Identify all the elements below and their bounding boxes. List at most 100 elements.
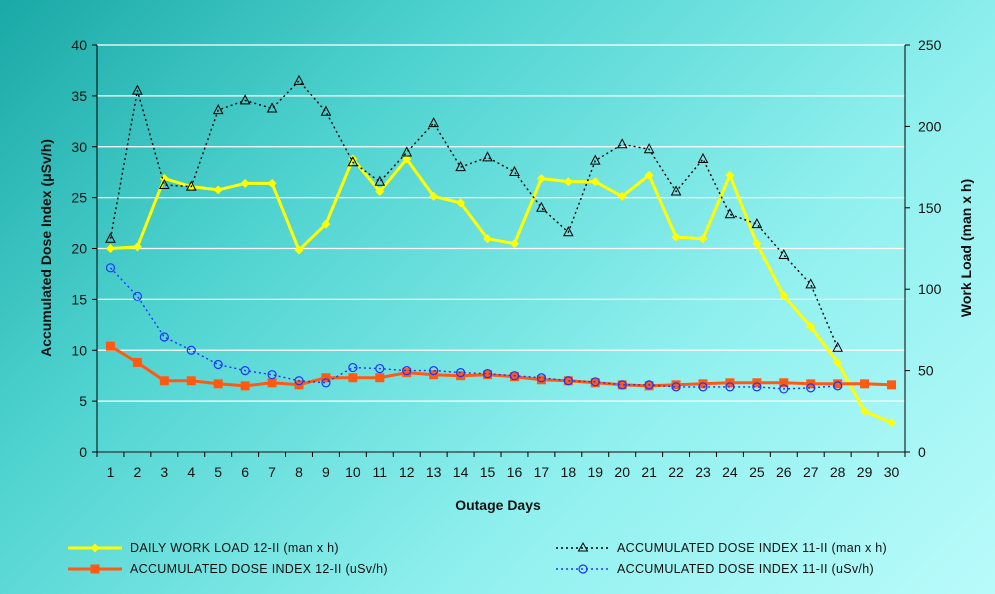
left-axis-tick-label: 25	[71, 190, 87, 206]
data-point-square	[509, 372, 519, 382]
x-axis-tick-label: 8	[295, 464, 303, 480]
series-1	[105, 154, 897, 428]
data-point-circle	[617, 380, 627, 390]
series-line	[109, 344, 892, 388]
data-point-triangle	[697, 152, 709, 163]
right-axis-title: Work Load (man x h)	[958, 179, 974, 317]
data-point-diamond	[536, 173, 546, 183]
data-point-diamond	[402, 154, 412, 164]
data-point-square	[105, 341, 115, 351]
x-axis-tick-label: 22	[668, 464, 684, 480]
left-axis-tick-label: 10	[71, 342, 87, 358]
series-layer	[105, 74, 897, 428]
left-axis-tick-label: 20	[71, 241, 87, 257]
right-axis-tick-label: 50	[918, 363, 934, 379]
data-point-circle	[806, 383, 816, 393]
x-axis-tick-label: 6	[241, 464, 249, 480]
data-point-circle	[644, 380, 654, 390]
data-point-triangle	[185, 180, 197, 191]
data-point-circle	[456, 368, 466, 378]
data-point-diamond	[860, 406, 870, 416]
left-axis-tick-label: 35	[71, 88, 87, 104]
data-point-diamond	[159, 173, 169, 183]
data-point-triangle	[428, 117, 439, 128]
data-point-square	[617, 380, 627, 390]
data-point-circle	[536, 373, 547, 383]
left-axis-tick-label: 15	[71, 291, 87, 307]
data-point-diamond	[725, 170, 735, 180]
data-point-square	[456, 371, 466, 381]
x-axis-tick-label: 14	[453, 464, 469, 480]
data-point-diamond	[833, 357, 843, 367]
series-3	[105, 74, 843, 352]
x-axis-tick-label: 12	[399, 464, 415, 480]
data-point-square	[698, 379, 708, 389]
data-point-circle	[563, 376, 573, 386]
data-point-diamond	[105, 244, 115, 253]
data-point-diamond	[644, 170, 654, 180]
data-point-square	[671, 380, 681, 390]
data-point-square	[213, 379, 223, 389]
data-point-circle	[186, 345, 196, 355]
x-axis-tick-label: 16	[507, 464, 523, 480]
right-axis-tick-label: 150	[918, 200, 942, 216]
data-point-circle	[725, 382, 735, 392]
data-point-triangle	[347, 156, 359, 167]
data-point-triangle	[509, 165, 520, 176]
data-point-square	[159, 376, 169, 386]
data-point-circle	[482, 369, 493, 379]
data-point-square	[483, 370, 493, 380]
legend-label: ACCUMULATED DOSE INDEX 11-II (man x h)	[617, 541, 887, 555]
data-point-circle	[294, 376, 304, 386]
data-point-square	[779, 378, 789, 388]
data-point-circle	[590, 377, 600, 387]
data-point-circle	[132, 291, 142, 301]
data-point-diamond	[456, 198, 466, 208]
data-point-diamond	[806, 322, 816, 332]
data-point-diamond	[375, 187, 385, 197]
legend-label: DAILY WORK LOAD 12-II (man x h)	[130, 541, 339, 555]
legend-item-work-load-11: ACCUMULATED DOSE INDEX 11-II (man x h)	[556, 541, 887, 555]
x-axis-tick-label: 10	[345, 464, 361, 480]
series-line	[110, 157, 893, 425]
x-axis-tick-label: 21	[641, 464, 657, 480]
data-point-circle	[402, 366, 412, 376]
x-axis-tick-label: 26	[776, 464, 792, 480]
legend-item-work-load-12: DAILY WORK LOAD 12-II (man x h)	[68, 541, 339, 555]
x-axis-tick-label: 5	[214, 464, 222, 480]
data-point-circle	[321, 378, 331, 388]
right-axis-tick-label: 250	[918, 37, 942, 53]
data-point-circle	[159, 332, 169, 342]
legend-item-dose-11: ACCUMULATED DOSE INDEX 11-II (uSv/h)	[556, 562, 874, 576]
left-axis-tick-label: 30	[71, 139, 87, 155]
data-point-triangle	[563, 226, 574, 237]
data-point-diamond	[563, 177, 573, 187]
legend-diamond-marker	[90, 543, 100, 553]
data-point-diamond	[671, 232, 681, 242]
x-axis-tick-label: 17	[534, 464, 550, 480]
data-point-triangle	[293, 74, 305, 85]
left-axis-tick-label: 40	[71, 37, 87, 53]
x-axis-tick-label: 23	[695, 464, 711, 480]
x-axis-tick-label: 19	[587, 464, 603, 480]
data-point-diamond	[752, 239, 762, 249]
x-axis-tick-label: 13	[426, 464, 442, 480]
data-point-square	[887, 380, 897, 390]
series-4	[105, 263, 843, 394]
data-point-circle	[779, 384, 789, 394]
data-point-circle	[671, 382, 681, 392]
data-point-diamond	[698, 234, 708, 244]
data-point-triangle	[643, 143, 655, 154]
data-point-triangle	[320, 105, 332, 116]
x-axis-tick-label: 11	[373, 464, 388, 480]
left-axis-tick-label: 5	[79, 393, 87, 409]
data-point-circle	[509, 371, 520, 381]
data-point-diamond	[294, 245, 304, 255]
data-point-square	[590, 378, 600, 388]
data-point-square	[833, 379, 843, 389]
legend-item-dose-12: ACCUMULATED DOSE INDEX 12-II (uSv/h)	[68, 562, 388, 576]
data-point-square	[321, 373, 331, 383]
data-point-circle	[213, 359, 223, 370]
right-axis: 0 50 100 150 200 250	[905, 37, 942, 460]
